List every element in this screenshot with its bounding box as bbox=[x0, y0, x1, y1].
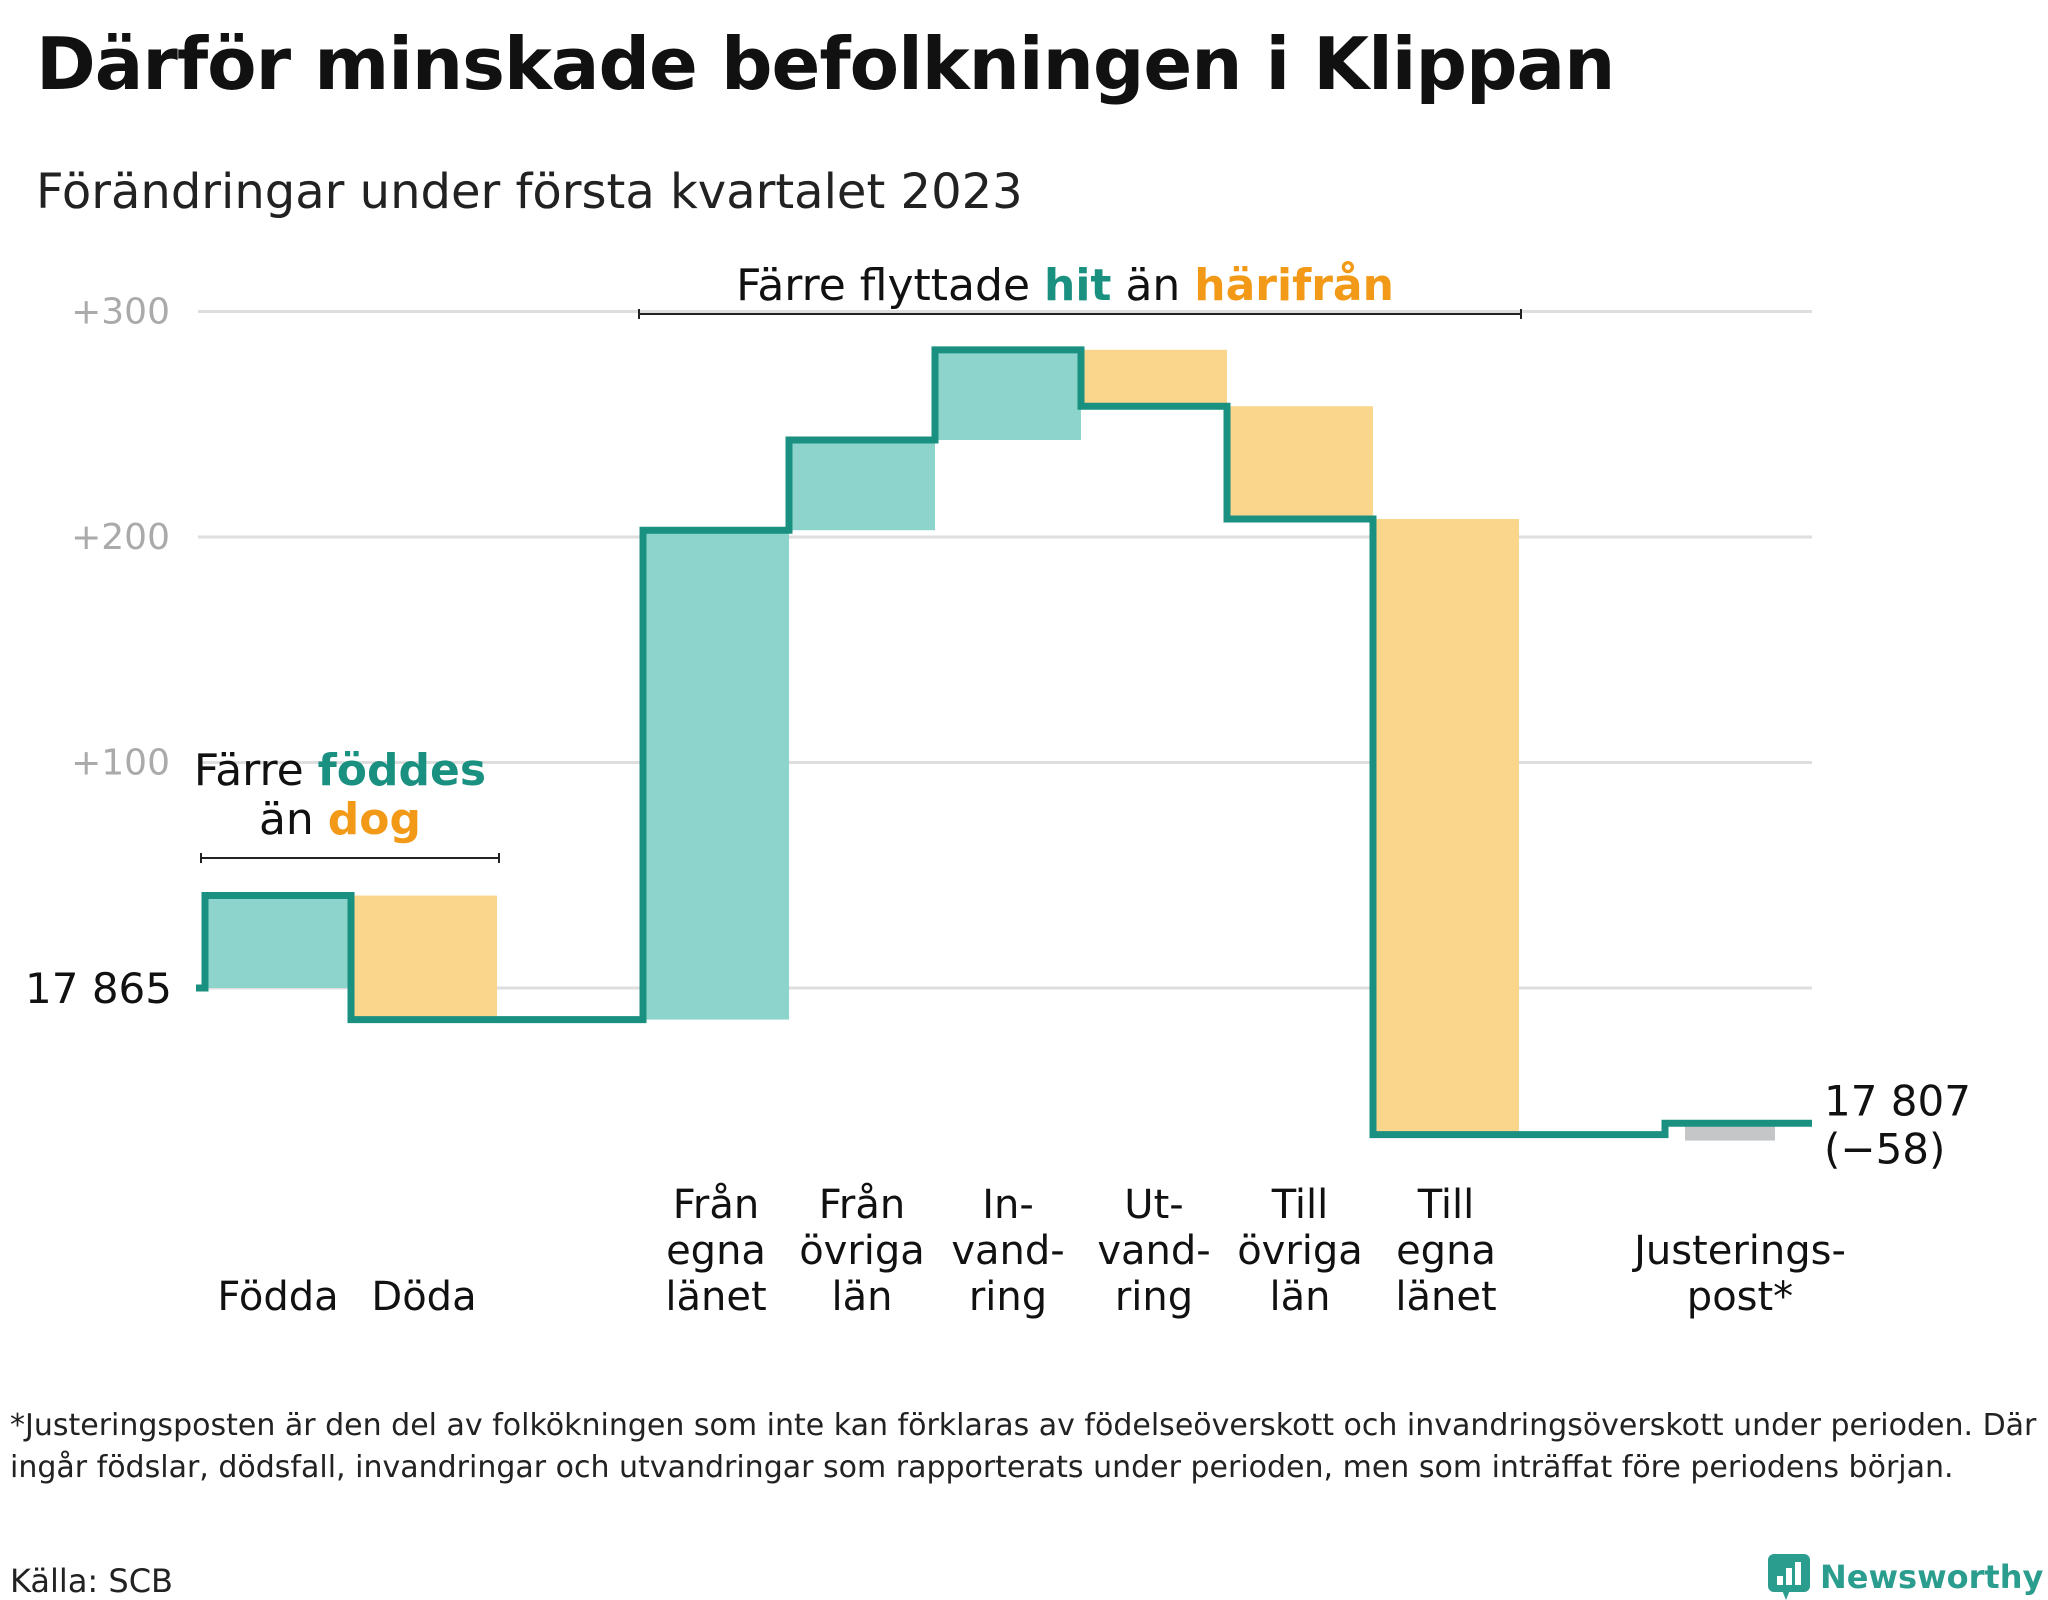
category-label: Justerings- bbox=[1631, 1228, 1846, 1274]
annotation-part: än bbox=[259, 794, 328, 845]
end-change-label: (−58) bbox=[1824, 1124, 1945, 1173]
category-label: Från bbox=[819, 1182, 905, 1228]
end-value-label: 17 807 bbox=[1824, 1076, 1971, 1125]
annotation-text: Färre flyttade hit än härifrån bbox=[736, 260, 1394, 311]
category-label: län bbox=[1270, 1274, 1331, 1320]
category-label: Från bbox=[673, 1182, 759, 1228]
increase-bar bbox=[935, 349, 1081, 441]
category-label: vand- bbox=[951, 1228, 1064, 1274]
category-label: Till bbox=[1417, 1182, 1475, 1228]
decrease-bar bbox=[1373, 518, 1519, 1135]
cumulative-step-line bbox=[196, 346, 1812, 1139]
category-label: vand- bbox=[1097, 1228, 1210, 1274]
source-label: Källa: SCB bbox=[10, 1562, 173, 1600]
annotation-text: Färre föddes bbox=[194, 745, 486, 796]
y-tick-label: +100 bbox=[71, 743, 170, 784]
category-label: Till bbox=[1271, 1182, 1329, 1228]
annotation-part: Färre bbox=[194, 745, 318, 796]
increase-bar bbox=[643, 530, 789, 1020]
newsworthy-logo-icon bbox=[1768, 1554, 1810, 1600]
category-label: ring bbox=[1115, 1274, 1193, 1320]
category-label: länet bbox=[1395, 1274, 1496, 1320]
category-label: egna bbox=[1396, 1228, 1496, 1274]
category-label: övriga bbox=[1237, 1228, 1363, 1274]
y-tick-label: +300 bbox=[71, 292, 170, 333]
category-label: Ut- bbox=[1124, 1182, 1183, 1228]
annotation-text: än dog bbox=[259, 794, 421, 845]
adjustment-bar bbox=[1685, 1123, 1775, 1141]
category-label: post* bbox=[1687, 1274, 1793, 1320]
category-label: ring bbox=[969, 1274, 1047, 1320]
increase-bar bbox=[205, 895, 351, 988]
decrease-bar bbox=[351, 895, 497, 1020]
waterfall-chart: +100 +200 +300 17 865 17 807(−58) Födda Döda Fr… bbox=[25, 260, 1971, 1320]
increase-bar bbox=[789, 440, 935, 531]
annotation-part: dog bbox=[328, 794, 421, 845]
annotation-part: Färre flyttade bbox=[736, 260, 1044, 311]
annotation-part: föddes bbox=[318, 745, 486, 796]
category-label: övriga bbox=[799, 1228, 925, 1274]
brand-name: Newsworthy bbox=[1820, 1558, 2044, 1596]
chart-title: Därför minskade befolkningen i Klippan bbox=[36, 22, 1615, 106]
chart-subtitle: Förändringar under första kvartalet 2023 bbox=[36, 164, 1023, 220]
annotation-part: än bbox=[1111, 260, 1194, 311]
decrease-bar bbox=[1227, 406, 1373, 519]
decrease-bar bbox=[1081, 349, 1227, 407]
brand-logo[interactable]: Newsworthy bbox=[1768, 1554, 2043, 1600]
footnote: *Justeringsposten är den del av folkökni… bbox=[10, 1408, 2037, 1485]
category-label: In- bbox=[982, 1182, 1034, 1228]
category-label: län bbox=[832, 1274, 893, 1320]
annotation-part: hit bbox=[1044, 260, 1111, 311]
category-label: Döda bbox=[371, 1274, 476, 1320]
category-label: Födda bbox=[217, 1274, 338, 1320]
annotation-part: härifrån bbox=[1194, 260, 1394, 311]
y-tick-label: +200 bbox=[71, 517, 170, 558]
category-label: egna bbox=[666, 1228, 766, 1274]
category-label: länet bbox=[665, 1274, 766, 1320]
start-value-label: 17 865 bbox=[25, 964, 172, 1013]
